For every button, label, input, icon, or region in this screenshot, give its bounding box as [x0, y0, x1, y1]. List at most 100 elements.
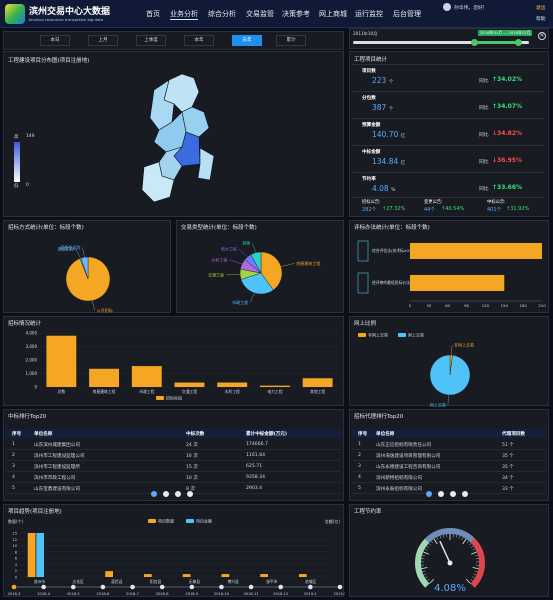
- bid-winner-header: 序号 单位名称 中标次数 累计中标金额(万元): [6, 429, 341, 438]
- nav-operation-monitor[interactable]: 运行监控: [355, 10, 383, 18]
- table-row[interactable]: 4 滨州市市政工程公司 10 次 9358.34: [6, 472, 341, 483]
- help-link[interactable]: 帮助: [536, 17, 546, 22]
- trend-xtick-6: 邹平市: [266, 579, 278, 584]
- bid-winner-page-dot-1[interactable]: [151, 491, 157, 497]
- trend-ytick-3: 6: [15, 557, 18, 561]
- gauge-needle: [439, 540, 451, 564]
- timeline-end-handle[interactable]: [515, 39, 523, 46]
- table-row[interactable]: 5 滨州永泰招标有限公司 33 个: [352, 483, 546, 494]
- agency-page-dot-1[interactable]: [426, 491, 432, 497]
- nav-comprehensive-analysis[interactable]: 综合分析: [208, 10, 236, 18]
- eval-method-panel: 评标办法统计(单位：标段个数) 综合评估法(技术标≥20) 经评审的最低投标价法 0…: [349, 220, 549, 313]
- trade-type-leader-4: [238, 248, 248, 257]
- agency-header-cell: 序号: [358, 432, 368, 437]
- eval-method-category-1: 经评审的最低投标价法: [372, 280, 410, 285]
- nav-online-mall[interactable]: 网上商城: [319, 10, 347, 18]
- nav-decision-reference[interactable]: 决策参考: [282, 10, 310, 18]
- agency-cell: 34 个: [502, 476, 514, 481]
- tender-status-xtick-4: 水利工程: [225, 389, 240, 394]
- tender-method-panel: 招标方式统计(单位：标段个数) 公开招标 邀请招标 竞争性谈判: [3, 220, 171, 313]
- kpi-value: 223 个: [372, 76, 394, 85]
- agency-cell: 山东正信招标有限责任公司: [376, 443, 432, 448]
- eval-method-indicator-0: [357, 240, 369, 262]
- announce-change-value: 44个: [424, 207, 436, 213]
- tab-cumulative[interactable]: 累计: [276, 35, 306, 46]
- tab-last-quarter[interactable]: 上季度: [136, 35, 166, 46]
- tab-last-month[interactable]: 上月: [88, 35, 118, 46]
- timeline-track[interactable]: [353, 41, 529, 44]
- trend-timeline-label-5: 2018-8: [156, 592, 169, 596]
- map-legend-high: 高: [14, 135, 19, 140]
- table-row[interactable]: 2 滨州海逸建设项目管理有限公司 35 个: [352, 450, 546, 461]
- kpi-panel-title: 工程项目统计: [354, 57, 388, 63]
- trade-type-panel: 交易类型统计(单位：标段个数) 房屋建筑工程 市政工程 交通工程 水利工程 电力工程 其他: [176, 220, 344, 313]
- bid-winner-page-dot-2[interactable]: [163, 491, 169, 497]
- bid-winner-header-cell: 单位名称: [34, 432, 53, 437]
- timeline-panel: 2011年10月 2016年01月 — 2018年12月 ✕: [349, 28, 549, 49]
- table-row[interactable]: 1 山东正信招标有限责任公司 51 个: [352, 439, 546, 450]
- tender-method-slice-2: [80, 256, 89, 280]
- trend-bar-6-0: [260, 574, 268, 577]
- tab-this-year[interactable]: 本年: [184, 35, 214, 46]
- gauge-tick-35: [472, 567, 479, 570]
- trend-timeline-label-4: 2018-7: [126, 592, 139, 596]
- trend-ytick-5: 10: [12, 544, 17, 548]
- table-row[interactable]: 1 山东滨州城建集团公司 24 次 174666.7: [6, 439, 341, 450]
- timeline-start-handle[interactable]: [471, 39, 479, 46]
- bid-winner-cell: 3: [12, 464, 15, 469]
- agency-cell: 2: [358, 453, 361, 458]
- gauge-band-green: [415, 538, 430, 588]
- table-row[interactable]: 3 滨州市工程建设监理所 15 次 625.71: [6, 461, 341, 472]
- bid-winner-header-cell: 序号: [12, 432, 22, 437]
- timeline-reset-icon[interactable]: ✕: [538, 32, 546, 40]
- online-ratio-panel: 网上比例 非网上交易 网上交易 非网上交易 网上交易: [349, 316, 550, 407]
- nav-home[interactable]: 首页: [146, 10, 160, 18]
- trend-bar-3-0: [144, 574, 152, 577]
- trend-bar-0-1: [36, 533, 45, 577]
- table-row[interactable]: 5 山东宝鼎建设有限公司 8 次 2903.4: [6, 483, 341, 494]
- tender-status-legend-swatch: [156, 396, 164, 400]
- gauge-tick-25: [462, 538, 467, 545]
- eval-method-bar-chart[interactable]: 综合评估法(技术标≥20) 经评审的最低投标价法 0 30 60 90 120 150 180 2…: [350, 231, 550, 313]
- kpi-delta-label: 同比: [479, 187, 489, 192]
- trend-xtick-7: 滨城区: [305, 579, 317, 584]
- agency-page-dot-4[interactable]: [462, 491, 468, 497]
- binzhou-district-map[interactable]: [4, 52, 345, 218]
- tab-last-year[interactable]: 去年: [232, 35, 262, 46]
- agency-page-dot-2[interactable]: [438, 491, 444, 497]
- project-trend-chart[interactable]: 数量(个) 金额(亿) 项目数量 项目金额 0 2 4 6 8 10 12 15 滨州市 沾化区 惠民县 阳信…: [4, 513, 345, 597]
- agency-page-dot-3[interactable]: [450, 491, 456, 497]
- nav-admin[interactable]: 后台管理: [393, 10, 421, 18]
- eval-method-xtick-6: 180: [520, 303, 528, 308]
- tender-status-bar-chart[interactable]: 0 1,000 2,000 3,000 4,000 总数 房屋建筑工程 市政工程 交通工程 水利工…: [4, 327, 345, 407]
- trend-timeline-label-2: 2018-5: [67, 592, 80, 596]
- trend-timeline-dot-1: [41, 584, 46, 590]
- kpi-value: 387 个: [372, 103, 394, 112]
- agency-panel: 招标代理排行Top20: [349, 409, 549, 501]
- gauge-tick-11: [424, 548, 428, 551]
- tab-today[interactable]: 本日: [40, 35, 70, 46]
- logout-link[interactable]: 退出: [536, 6, 546, 11]
- kpi-value: 134.84 亿: [372, 157, 406, 166]
- table-row[interactable]: 2 滨州市工程建设监理公司 16 次 1161.84: [6, 450, 341, 461]
- table-row[interactable]: 4 滨州新特招标有限公司 34 个: [352, 472, 546, 483]
- gauge-tick-24: [461, 537, 464, 540]
- announce-award-label: 中标公示:: [487, 200, 506, 205]
- bid-winner-page-dot-3[interactable]: [175, 491, 181, 497]
- table-row[interactable]: 3 山东永德建设工程咨询有限公司 35 个: [352, 461, 546, 472]
- kpi-delta-down: ↓36.95%: [492, 157, 523, 164]
- trend-timeline-dot-10: [308, 584, 313, 590]
- trend-ytick-0: 0: [15, 576, 18, 580]
- nav-trade-supervision[interactable]: 交易监管: [246, 10, 274, 18]
- eval-method-xtick-0: 0: [409, 303, 412, 308]
- trend-timeline-dot-6: [189, 584, 195, 590]
- announce-award-delta: ↑31.92%: [506, 206, 530, 212]
- bid-winner-page-dot-4[interactable]: [187, 491, 193, 497]
- map-legend-low: 低: [14, 184, 19, 189]
- nav-business-analysis[interactable]: 业务分析: [170, 10, 198, 20]
- trend-bar-2-0: [105, 571, 113, 577]
- gauge-tick-22: [455, 534, 457, 538]
